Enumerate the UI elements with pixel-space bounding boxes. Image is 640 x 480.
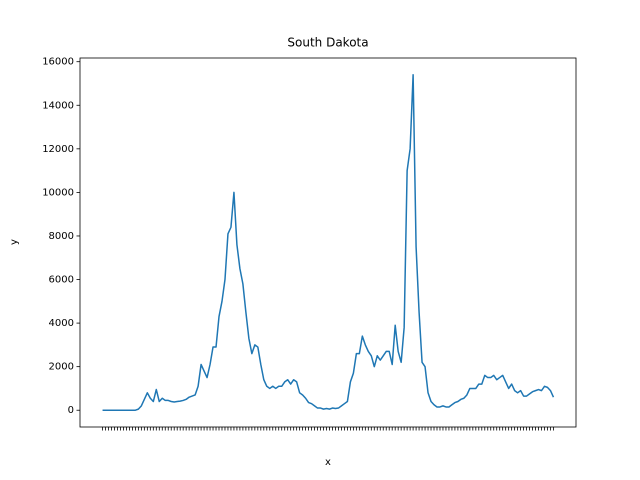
y-tick-label: 4000 [49, 318, 74, 329]
y-tick-label: 12000 [42, 144, 74, 155]
y-tick-label: 16000 [42, 57, 74, 68]
plot-frame [79, 57, 577, 428]
chart-title: South Dakota [287, 36, 368, 50]
y-tick-label: 10000 [42, 187, 74, 198]
data-line [102, 74, 555, 411]
y-tick-label: 0 [68, 405, 74, 416]
y-tick-label: 2000 [49, 362, 74, 373]
x-axis-label: x [325, 457, 331, 468]
y-tick-label: 8000 [49, 231, 74, 242]
y-tick-label: 6000 [49, 275, 74, 286]
y-axis-label: y [9, 239, 20, 245]
y-tick-label: 14000 [42, 100, 74, 111]
